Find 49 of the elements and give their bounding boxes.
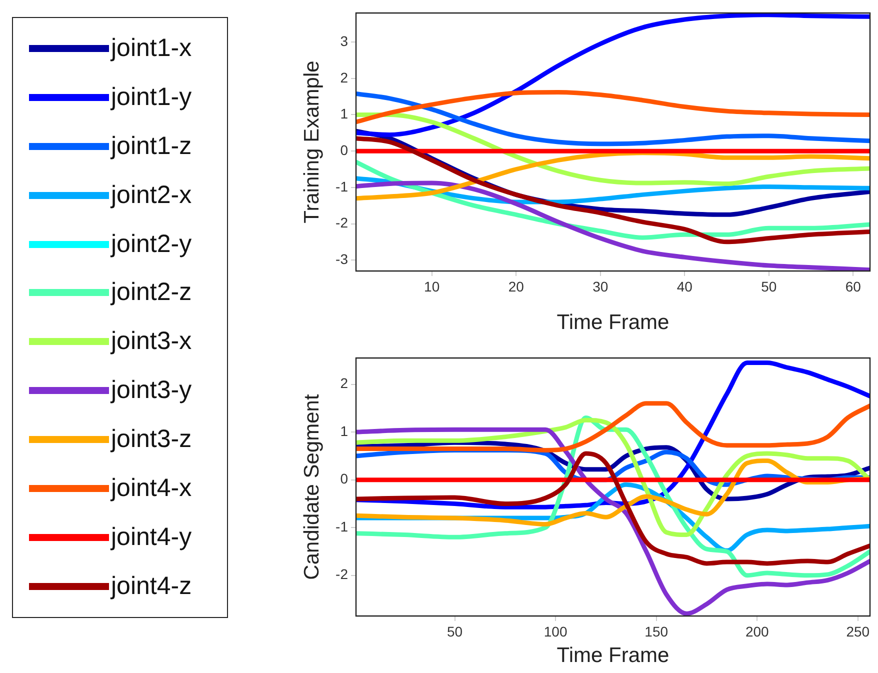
legend-label: joint1-y — [111, 82, 192, 112]
x-tick-label: 50 — [446, 623, 463, 640]
x-tick-label: 100 — [544, 623, 568, 640]
line-series — [356, 91, 870, 146]
y-tick-label: 0 — [340, 470, 348, 487]
legend-label: joint3-z — [111, 425, 192, 454]
y-tick-label: -2 — [336, 214, 348, 231]
line-series — [356, 427, 870, 616]
x-tick-label: 50 — [761, 278, 777, 294]
y-tick-label: 2 — [340, 375, 348, 392]
x-tick-label: 20 — [508, 278, 524, 294]
legend-label: joint1-z — [111, 132, 192, 161]
line-series — [356, 401, 870, 452]
x-tick-label: 150 — [644, 623, 668, 640]
y-tick-label: 3 — [340, 32, 348, 49]
line-series — [356, 13, 870, 137]
legend-label: joint1-x — [111, 34, 192, 63]
x-axis-title: Time Frame — [556, 644, 670, 668]
y-tick-label: 0 — [340, 142, 348, 158]
y-tick-label: 2 — [340, 69, 348, 86]
y-axis-title: Training Example — [300, 60, 324, 224]
x-tick-label: 40 — [676, 278, 693, 294]
legend-label: joint4-x — [111, 474, 192, 504]
legend-label: joint2-x — [111, 180, 192, 210]
line-series — [356, 180, 870, 271]
legend-label: joint2-y — [111, 230, 192, 259]
line-series — [356, 90, 870, 124]
line-series — [356, 112, 870, 186]
y-tick-label: -2 — [336, 566, 348, 582]
y-tick-label: -1 — [336, 178, 348, 194]
y-tick-label: -3 — [336, 250, 348, 267]
line-series — [356, 418, 870, 538]
line-series — [356, 136, 870, 244]
y-tick-label: -1 — [336, 518, 348, 534]
legend-label: joint3-x — [111, 327, 192, 356]
legend-label: joint2-z — [111, 278, 192, 308]
x-tick-label: 250 — [846, 623, 870, 640]
legend-label: joint3-y — [111, 376, 192, 406]
legend-label: joint4-y — [111, 523, 192, 552]
x-axis-title: Time Frame — [556, 311, 670, 334]
x-tick-label: 30 — [592, 278, 608, 294]
legend-label: joint4-z — [111, 572, 192, 601]
y-tick-label: 1 — [340, 422, 348, 439]
y-tick-label: 1 — [340, 106, 348, 122]
x-tick-label: 10 — [424, 278, 440, 294]
x-tick-label: 200 — [745, 623, 770, 640]
x-tick-label: 60 — [845, 278, 862, 294]
line-series — [356, 451, 870, 566]
y-axis-title: Candidate Segment — [300, 394, 324, 580]
